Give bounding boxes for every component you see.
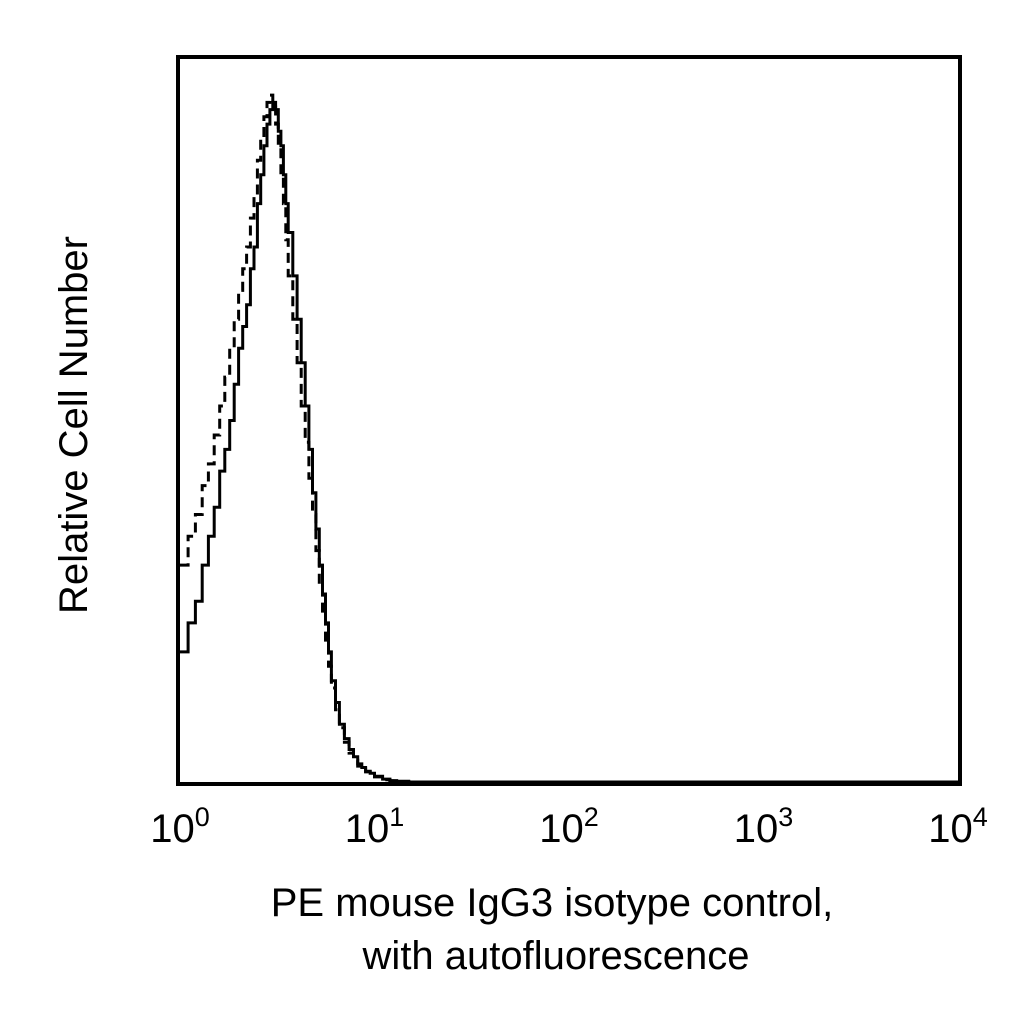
- x-tick-exponent: 2: [584, 802, 599, 832]
- x-tick-label-4: 104: [928, 802, 988, 851]
- x-tick-label-1: 101: [345, 802, 405, 851]
- x-tick-label-0: 100: [150, 802, 210, 851]
- plot-frame: [176, 55, 962, 786]
- series-line-dashed: [180, 93, 958, 784]
- x-tick-base: 10: [345, 807, 390, 851]
- x-tick-base: 10: [928, 807, 973, 851]
- series-layer: [180, 93, 958, 784]
- x-tick-labels: 100 101 102 103 104: [150, 802, 988, 851]
- x-tick-label-3: 103: [734, 802, 794, 851]
- x-tick-exponent: 4: [973, 802, 988, 832]
- x-tick-exponent: 0: [195, 802, 210, 832]
- x-tick-exponent: 3: [778, 802, 793, 832]
- x-tick-base: 10: [734, 807, 779, 851]
- x-axis-title-line-1: PE mouse IgG3 isotype control,: [271, 881, 834, 925]
- y-axis-title: Relative Cell Number: [52, 236, 96, 614]
- x-tick-label-2: 102: [539, 802, 599, 851]
- x-axis-title-line-2: with autofluorescence: [362, 934, 750, 978]
- x-tick-exponent: 1: [389, 802, 404, 832]
- x-tick-base: 10: [150, 807, 195, 851]
- x-tick-base: 10: [539, 807, 584, 851]
